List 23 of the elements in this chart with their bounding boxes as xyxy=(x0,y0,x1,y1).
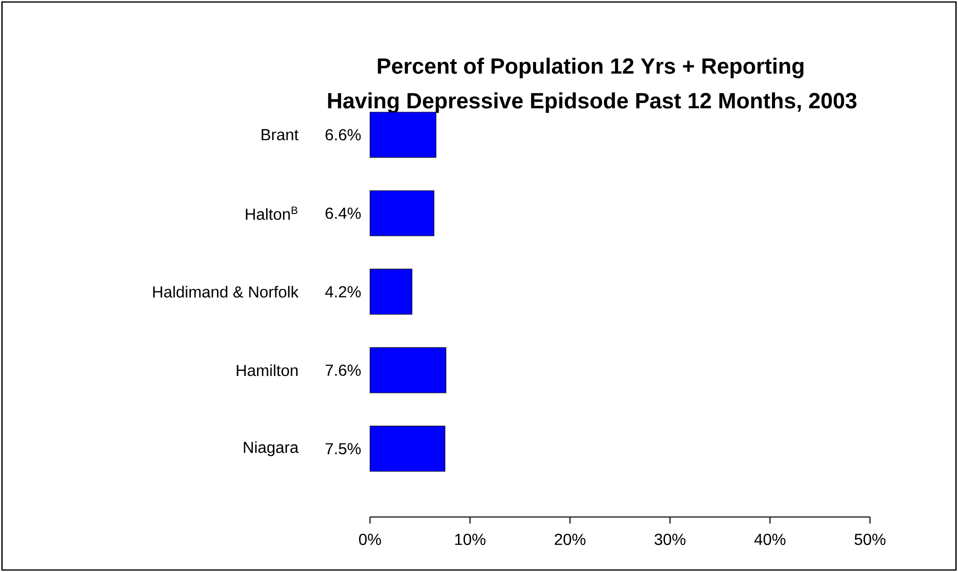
x-tick-label: 50% xyxy=(854,534,886,546)
y-tick-label: Hamilton xyxy=(236,364,298,376)
bar xyxy=(370,347,446,394)
y-tick-label: Niagara xyxy=(244,441,299,456)
x-tick-label: 10% xyxy=(455,534,486,546)
bar xyxy=(370,190,434,236)
data-label: 6.4% xyxy=(326,208,361,219)
y-tick-label: Haldimand & Norfolk xyxy=(153,286,299,298)
x-tick-label: 40% xyxy=(754,534,786,546)
y-tick-label: Brant xyxy=(262,129,298,140)
data-label: 7.6% xyxy=(326,364,361,376)
data-label: 4.2% xyxy=(325,286,361,298)
data-label: 6.6% xyxy=(326,129,361,140)
y-tick-label: Halton$^{B}$ xyxy=(246,206,298,220)
x-tick-label: 0% xyxy=(359,534,381,546)
bar xyxy=(370,426,446,472)
chart-title: Percent of Population 12 Yrs + Reporting xyxy=(378,58,804,78)
x-tick-label: 20% xyxy=(554,534,586,546)
data-label: 7.5% xyxy=(326,443,361,454)
chart-subtitle: Having Depressive Epidsode Past 12 Months, 2003 xyxy=(328,92,856,113)
bar xyxy=(370,112,436,158)
x-tick-label: 30% xyxy=(654,534,686,546)
bar xyxy=(370,268,412,315)
